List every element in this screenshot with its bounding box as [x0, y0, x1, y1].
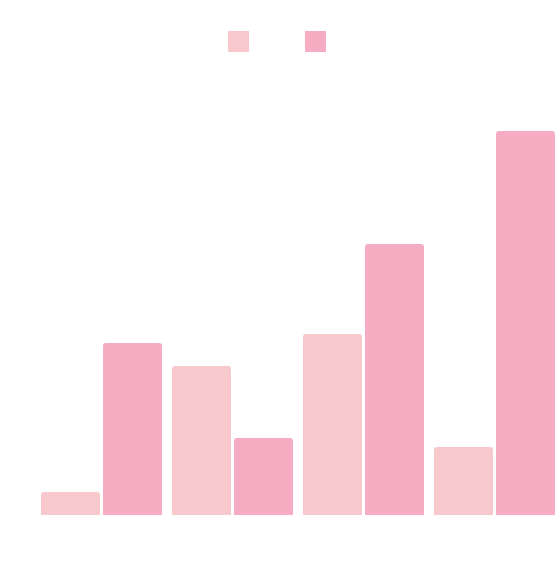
bar [103, 343, 162, 515]
bar [365, 244, 424, 515]
bar [41, 492, 100, 515]
bar [303, 334, 362, 515]
legend-swatch [228, 31, 249, 52]
legend-swatch [305, 31, 326, 52]
bar [234, 438, 293, 515]
bar [172, 366, 231, 515]
bar [496, 131, 555, 515]
bar [434, 447, 493, 515]
